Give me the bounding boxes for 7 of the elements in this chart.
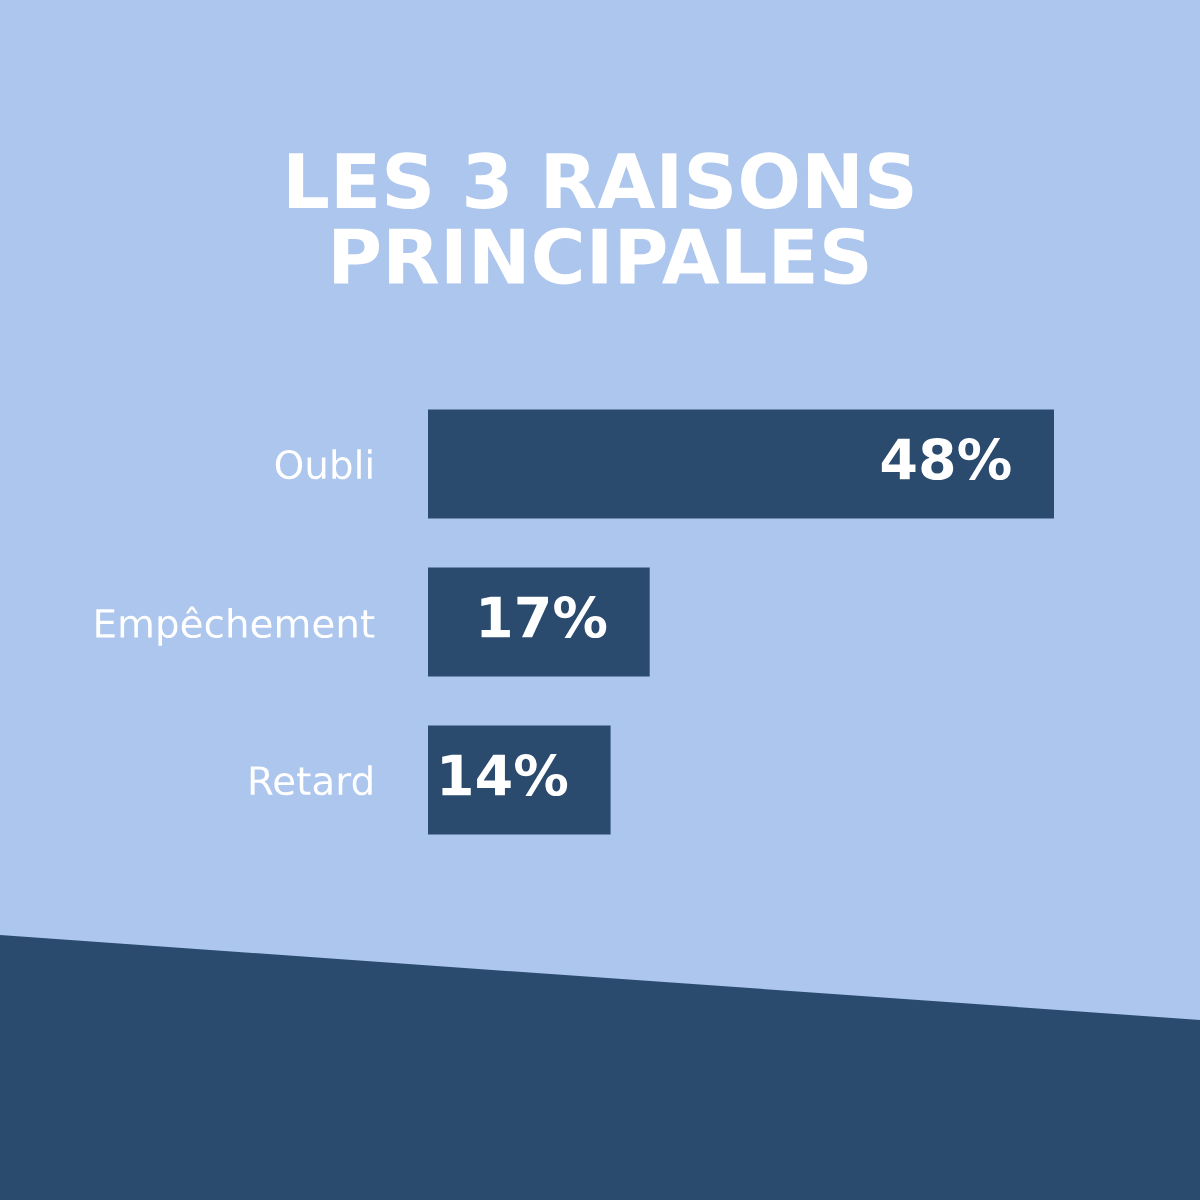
y-tick-label: Retard [250, 765, 372, 796]
y-tick-label: Empêchement [96, 606, 375, 646]
chart-title: LES 3 RAISONS PRINCIPALES [289, 152, 913, 285]
y-tick-label: Oubli [275, 449, 372, 480]
data-label: 14% [442, 754, 568, 797]
data-label: 48% [881, 438, 1011, 481]
data-label: 17% [481, 596, 607, 639]
